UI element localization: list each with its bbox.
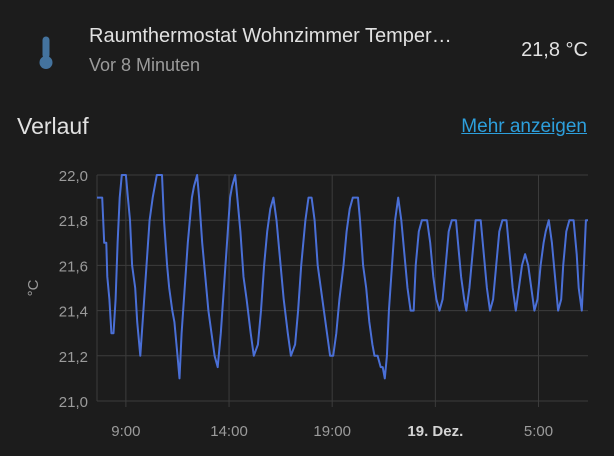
- y-tick-label: 21,6: [59, 258, 88, 275]
- y-tick-label: 21,0: [59, 394, 88, 411]
- more-info-link[interactable]: Mehr anzeigen: [461, 116, 587, 137]
- x-tick-label: 9:00: [111, 423, 140, 440]
- thermometer-icon: [39, 36, 53, 69]
- y-axis-label: °C: [25, 279, 42, 296]
- history-title: Verlauf: [17, 113, 89, 139]
- temperature-series-line: [97, 174, 588, 380]
- y-tick-label: 22,0: [59, 168, 88, 185]
- entity-header[interactable]: Raumthermostat Wohnzimmer Temper… Vor 8 …: [0, 0, 614, 100]
- entity-state: 21,8 °C: [521, 39, 588, 61]
- y-tick-label: 21,4: [59, 304, 88, 321]
- y-tick-label: 21,2: [59, 349, 88, 366]
- entity-name: Raumthermostat Wohnzimmer Temper…: [89, 25, 452, 47]
- x-tick-label: 14:00: [210, 423, 248, 440]
- history-chart[interactable]: 22,0 21,8 21,6 21,4 21,2 21,0 9:00 14:00 19:00 19…: [0, 150, 614, 456]
- x-tick-label: 19:00: [313, 423, 351, 440]
- y-tick-label: 21,8: [59, 213, 88, 230]
- last-changed-time: Vor 8 Minuten: [89, 55, 201, 75]
- x-tick-label: 19. Dez.: [407, 423, 463, 440]
- x-tick-label: 5:00: [524, 423, 553, 440]
